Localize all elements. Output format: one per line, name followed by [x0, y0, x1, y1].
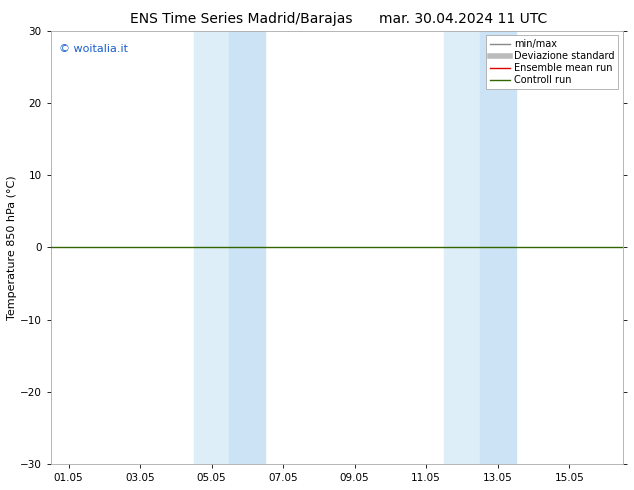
- Text: mar. 30.04.2024 11 UTC: mar. 30.04.2024 11 UTC: [378, 12, 547, 26]
- Bar: [480, 30, 515, 464]
- Legend: min/max, Deviazione standard, Ensemble mean run, Controll run: min/max, Deviazione standard, Ensemble m…: [486, 35, 618, 89]
- Y-axis label: Temperature 850 hPa (°C): Temperature 850 hPa (°C): [7, 175, 17, 319]
- Text: © woitalia.it: © woitalia.it: [59, 44, 128, 53]
- Text: ENS Time Series Madrid/Barajas: ENS Time Series Madrid/Barajas: [130, 12, 352, 26]
- Bar: [194, 30, 230, 464]
- Bar: [444, 30, 480, 464]
- Bar: [230, 30, 265, 464]
